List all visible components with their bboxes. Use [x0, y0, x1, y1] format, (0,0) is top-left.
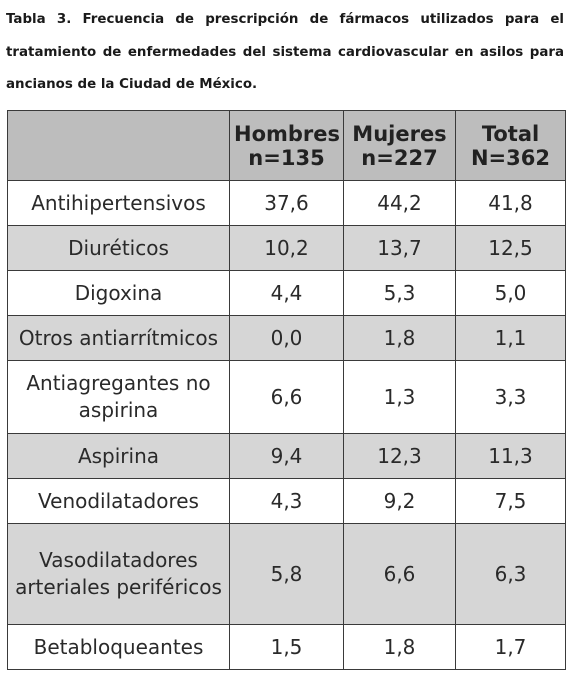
- mujeres-value-cell: 5,3: [343, 270, 456, 316]
- hombres-value-cell: 10,2: [229, 225, 344, 271]
- total-value-cell: 12,5: [455, 225, 566, 271]
- drug-name-cell: Antiagregantes no aspirina: [7, 360, 230, 434]
- total-value-cell: 3,3: [455, 360, 566, 434]
- total-value-cell: 41,8: [455, 180, 566, 226]
- header-sample-size: n=227: [361, 145, 438, 170]
- table-row: Antihipertensivos 37,6 44,2 41,8: [7, 180, 566, 226]
- drug-name-cell: Diuréticos: [7, 225, 230, 271]
- drug-name-cell: Antihipertensivos: [7, 180, 230, 226]
- total-value-cell: 5,0: [455, 270, 566, 316]
- mujeres-value-cell: 6,6: [343, 523, 456, 625]
- hombres-value-cell: 1,5: [229, 624, 344, 670]
- table-row: Antiagregantes no aspirina 6,6 1,3 3,3: [7, 360, 566, 434]
- hombres-value-cell: 37,6: [229, 180, 344, 226]
- header-empty-cell: [7, 110, 230, 181]
- mujeres-value-cell: 44,2: [343, 180, 456, 226]
- drug-name-cell: Venodilatadores: [7, 478, 230, 524]
- drug-name-cell: Digoxina: [7, 270, 230, 316]
- drug-name-cell: Otros antiarrítmicos: [7, 315, 230, 361]
- mujeres-value-cell: 9,2: [343, 478, 456, 524]
- table-row: Betabloqueantes 1,5 1,8 1,7: [7, 624, 566, 670]
- total-value-cell: 1,7: [455, 624, 566, 670]
- drug-name-cell: Vasodilatadores arteriales periféricos: [7, 523, 230, 625]
- table-caption: Tabla 3. Frecuencia de prescripción de f…: [6, 12, 564, 92]
- header-mujeres: Mujeres n=227: [343, 110, 456, 181]
- table-row: Aspirina 9,4 12,3 11,3: [7, 433, 566, 479]
- prescription-frequency-table: Hombres n=135 Mujeres n=227 Total N=362 …: [7, 110, 566, 670]
- mujeres-value-cell: 12,3: [343, 433, 456, 479]
- table-row: Diuréticos 10,2 13,7 12,5: [7, 225, 566, 271]
- mujeres-value-cell: 1,8: [343, 315, 456, 361]
- header-sample-size: n=135: [248, 145, 325, 170]
- table-row: Digoxina 4,4 5,3 5,0: [7, 270, 566, 316]
- header-label: Mujeres: [352, 121, 447, 146]
- hombres-value-cell: 0,0: [229, 315, 344, 361]
- total-value-cell: 1,1: [455, 315, 566, 361]
- drug-name-cell: Betabloqueantes: [7, 624, 230, 670]
- hombres-value-cell: 5,8: [229, 523, 344, 625]
- hombres-value-cell: 9,4: [229, 433, 344, 479]
- header-total: Total N=362: [455, 110, 566, 181]
- table-header-row: Hombres n=135 Mujeres n=227 Total N=362: [7, 110, 566, 181]
- hombres-value-cell: 6,6: [229, 360, 344, 434]
- mujeres-value-cell: 13,7: [343, 225, 456, 271]
- mujeres-value-cell: 1,8: [343, 624, 456, 670]
- total-value-cell: 11,3: [455, 433, 566, 479]
- table-row: Otros antiarrítmicos 0,0 1,8 1,1: [7, 315, 566, 361]
- header-label: Hombres: [234, 121, 341, 146]
- header-sample-size: N=362: [470, 145, 550, 170]
- total-value-cell: 6,3: [455, 523, 566, 625]
- table-row: Venodilatadores 4,3 9,2 7,5: [7, 478, 566, 524]
- header-label: Total: [481, 121, 540, 146]
- total-value-cell: 7,5: [455, 478, 566, 524]
- hombres-value-cell: 4,4: [229, 270, 344, 316]
- hombres-value-cell: 4,3: [229, 478, 344, 524]
- mujeres-value-cell: 1,3: [343, 360, 456, 434]
- drug-name-cell: Aspirina: [7, 433, 230, 479]
- header-hombres: Hombres n=135: [229, 110, 344, 181]
- table-row: Vasodilatadores arteriales periféricos 5…: [7, 523, 566, 625]
